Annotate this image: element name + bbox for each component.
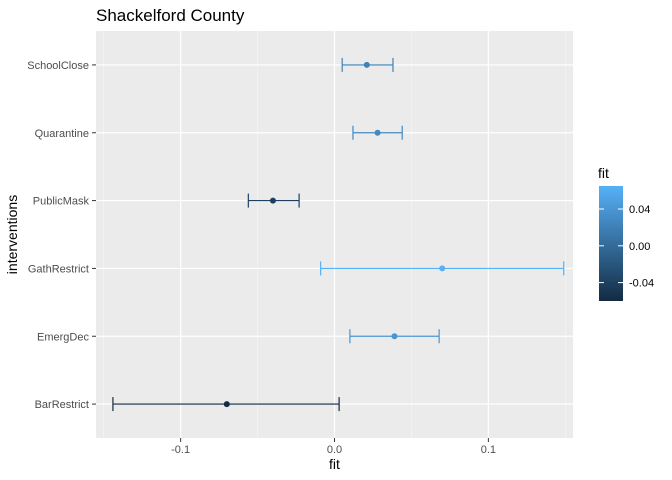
legend-tick-label: 0.00	[629, 241, 650, 253]
legend-tick-label: -0.04	[629, 278, 654, 290]
x-tick-label: 0.0	[327, 444, 342, 456]
y-axis-title: interventions	[4, 195, 20, 274]
point-SchoolClose	[364, 62, 370, 68]
chart-title: Shackelford County	[96, 6, 245, 25]
y-tick-label: SchoolClose	[27, 60, 89, 72]
point-PublicMask	[270, 198, 276, 204]
point-Quarantine	[375, 130, 381, 136]
legend-title: fit	[598, 165, 609, 181]
x-tick-label: 0.1	[481, 444, 496, 456]
y-tick-label: PublicMask	[33, 196, 90, 208]
point-GathRestrict	[439, 265, 445, 271]
x-tick-label: -0.1	[171, 444, 190, 456]
y-tick-label: Quarantine	[35, 128, 89, 140]
x-axis-title: fit	[329, 456, 340, 472]
legend-colorbar	[599, 186, 623, 301]
y-tick-label: BarRestrict	[35, 399, 89, 411]
point-BarRestrict	[224, 401, 230, 407]
y-tick-label: EmergDec	[37, 331, 89, 343]
point-EmergDec	[392, 333, 398, 339]
y-tick-label: GathRestrict	[28, 263, 89, 275]
legend-tick-label: 0.04	[629, 204, 650, 216]
